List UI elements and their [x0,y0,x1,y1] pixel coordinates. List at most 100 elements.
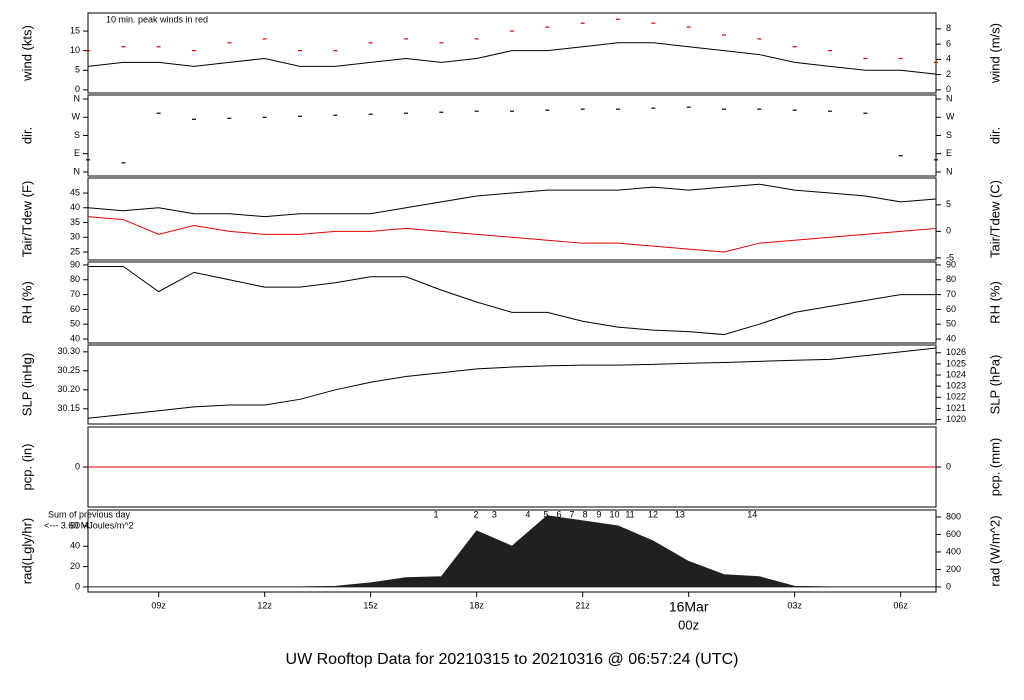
y2-tick-label: 0 [946,84,951,94]
annotation: <--- 3.60 MJoules/m^2 [44,520,134,530]
y-tick-label: 15 [70,25,80,35]
y2-tick-label: 40 [946,333,956,343]
annotation: Sum of previous day [48,509,131,519]
y2-tick-label: 50 [946,319,956,329]
y-tick-label: 45 [70,187,80,197]
y-tick-label: 0 [75,461,80,471]
y2-tick-label: 1021 [946,403,966,413]
x-tick-label: 18z [469,600,484,610]
x-tick-label: 15z [363,600,378,610]
y2-axis-label: rad (W/m^2) [987,515,1002,586]
y-axis-label: rad(Lgly/hr) [19,518,34,584]
y2-axis-label: RH (%) [987,281,1002,324]
y-tick-label: N [74,93,81,103]
panel-frame [87,261,937,344]
y-axis-label: SLP (inHg) [19,353,34,416]
y2-tick-label: S [946,130,952,140]
y-tick-label: 35 [70,217,80,227]
series-line [87,347,937,419]
y-tick-label: 40 [70,202,80,212]
y2-tick-label: 1025 [946,358,966,368]
y2-axis-label: dir. [987,127,1002,144]
y2-axis-label: wind (m/s) [987,23,1002,84]
rad-marker: 9 [596,509,601,519]
y-tick-label: W [72,112,81,122]
y-tick-label: 20 [70,561,80,571]
y2-tick-label: -5 [946,252,954,262]
y2-tick-label: 90 [946,259,956,269]
chart-title: UW Rooftop Data for 20210315 to 20210316… [286,651,739,668]
rad-marker: 8 [583,509,588,519]
y-tick-label: 5 [75,65,80,75]
y2-tick-label: 600 [946,529,961,539]
y-tick-label: 30.20 [57,384,80,394]
y-tick-label: S [74,130,80,140]
y2-axis-label: Tair/Tdew (C) [987,180,1002,258]
rad-marker: 11 [625,509,634,519]
y-tick-label: 40 [70,333,80,343]
x-tick-label: 21z [575,600,590,610]
y-tick-label: 0 [75,84,80,94]
y2-axis-label: SLP (hPa) [987,355,1002,415]
panel-frame [87,344,937,425]
y2-tick-label: 200 [946,564,961,574]
y-tick-label: 30.15 [57,403,80,413]
y2-tick-label: 4 [946,54,951,64]
y-tick-label: 30.25 [57,365,80,375]
rad-marker: 5 [543,509,548,519]
y2-tick-label: 0 [946,581,951,591]
y2-tick-label: 1020 [946,414,966,424]
y-axis-label: pcp. (in) [19,444,34,491]
y-tick-label: 60 [70,520,80,530]
y-tick-label: 60 [70,304,80,314]
rad-marker: 3 [492,509,497,519]
rad-marker: 14 [747,509,757,519]
y-axis-label: wind (kts) [19,25,34,82]
date-label: 16Mar [669,599,709,615]
panel-frame [87,177,937,261]
y2-tick-label: W [946,112,955,122]
y2-tick-label: 1023 [946,381,966,391]
y-tick-label: 50 [70,319,80,329]
series-line [87,42,937,75]
y-tick-label: 70 [70,289,80,299]
y-tick-label: E [74,148,80,158]
note: 10 min. peak winds in red [106,14,208,24]
y2-tick-label: 70 [946,289,956,299]
x-tick-label: 09z [151,600,166,610]
y2-tick-label: 400 [946,546,961,556]
rad-marker: 10 [609,509,619,519]
y-axis-label: RH (%) [19,281,34,324]
series-area [88,515,936,588]
y-tick-label: 30.30 [57,346,80,356]
y2-tick-label: 6 [946,38,951,48]
rad-marker: 2 [473,509,478,519]
y2-tick-label: E [946,148,952,158]
y2-tick-label: 1026 [946,347,966,357]
rad-marker: 12 [648,509,658,519]
rad-marker: 7 [570,509,575,519]
y-axis-label: Tair/Tdew (F) [19,181,34,258]
panel-frame [87,12,937,94]
y2-tick-label: 0 [946,461,951,471]
y2-tick-label: 5 [946,199,951,209]
x-tick-label: 00z [678,617,699,632]
y-tick-label: 40 [70,541,80,551]
y2-tick-label: 1022 [946,392,966,402]
y2-tick-label: 1024 [946,369,966,379]
y-tick-label: 25 [70,246,80,256]
y2-tick-label: 800 [946,511,961,521]
y2-axis-label: pcp. (mm) [987,438,1002,497]
y-axis-label: dir. [19,127,34,144]
y2-tick-label: 60 [946,304,956,314]
y-tick-label: N [74,166,81,176]
rad-marker: 13 [675,509,685,519]
series-line [88,265,936,336]
y-tick-label: 10 [70,45,80,55]
panel-frame [87,509,937,593]
y-tick-label: 80 [70,274,80,284]
rad-marker: 1 [434,509,439,519]
rad-marker: 4 [525,509,530,519]
